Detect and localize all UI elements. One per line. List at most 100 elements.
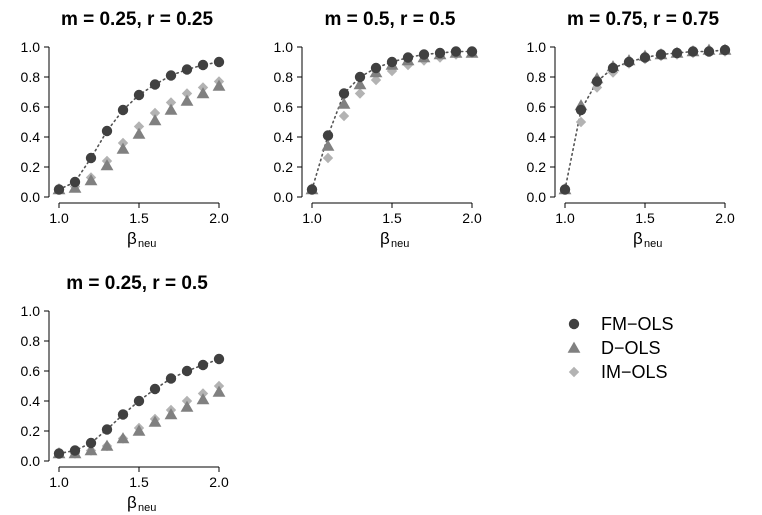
data-point-circle <box>671 47 683 59</box>
data-point-circle <box>338 88 350 99</box>
x-tick-label: 2.0 <box>209 210 229 226</box>
data-point-triangle <box>337 97 351 109</box>
x-tick-label: 1.5 <box>382 210 402 226</box>
data-point-circle <box>370 62 382 74</box>
data-point-circle <box>703 46 715 57</box>
data-point-circle <box>687 46 699 57</box>
panel-1: m = 0.25, r = 0.25 0.0 0.2 0.4 0.6 0.8 1.0 1.0 1… <box>21 9 229 250</box>
y-tick-label: 0.4 <box>21 393 41 409</box>
series-circle <box>53 56 225 195</box>
data-point-circle <box>213 56 225 68</box>
x-tick-label: 1.5 <box>635 210 655 226</box>
data-point-circle <box>181 365 193 377</box>
series-diamond <box>306 47 478 195</box>
y-tick-label: 0.2 <box>21 159 41 175</box>
x-axis-label-subscript: neu <box>138 238 156 250</box>
panel-3: m = 0.75, r = 0.75 0.0 0.2 0.4 0.6 0.8 1.0 1.0 1… <box>527 9 735 250</box>
data-point-circle <box>354 71 366 83</box>
panel-4: m = 0.25, r = 0.5 0.0 0.2 0.4 0.6 0.8 1.0 1.0 1.… <box>21 273 229 514</box>
data-point-circle <box>85 152 97 164</box>
legend-marker-circle <box>568 318 580 330</box>
data-point-circle <box>69 445 81 456</box>
data-point-circle <box>213 353 225 365</box>
data-point-circle <box>181 64 193 75</box>
legend-marker-diamond <box>568 366 580 378</box>
x-tick-label: 2.0 <box>462 210 482 226</box>
x-tick-label: 1.5 <box>129 474 149 490</box>
data-point-circle <box>402 52 414 63</box>
data-point-triangle <box>84 444 98 456</box>
data-point-circle <box>639 52 651 63</box>
data-point-circle <box>197 59 209 71</box>
legend-label: IM−OLS <box>601 362 668 382</box>
series-circle <box>53 353 225 459</box>
x-tick-label: 1.0 <box>555 210 575 226</box>
data-point-triangle <box>100 159 114 171</box>
x-tick-label: 1.0 <box>302 210 322 226</box>
data-point-triangle <box>180 400 194 412</box>
x-axis-label-subscript: neu <box>391 238 409 250</box>
data-point-triangle <box>116 142 130 154</box>
data-point-circle <box>575 104 587 116</box>
series-triangle <box>52 385 226 459</box>
data-point-circle <box>53 448 65 459</box>
legend: FM−OLS D−OLS IM−OLS <box>567 314 674 382</box>
legend-label: D−OLS <box>601 338 661 358</box>
y-tick-label: 0.0 <box>274 189 294 205</box>
legend-item: D−OLS <box>567 338 661 358</box>
data-point-circle <box>117 104 129 116</box>
data-point-triangle <box>100 439 114 451</box>
y-tick-label: 0.6 <box>274 99 294 115</box>
x-tick-label: 2.0 <box>209 474 229 490</box>
data-point-triangle <box>164 408 178 420</box>
y-tick-label: 0.0 <box>527 189 547 205</box>
data-point-triangle <box>196 393 210 405</box>
x-axis-label: β <box>380 229 390 248</box>
data-point-triangle <box>148 114 162 126</box>
data-point-diamond <box>338 110 350 122</box>
data-point-circle <box>434 47 446 59</box>
series-triangle <box>558 43 732 195</box>
data-point-circle <box>623 56 635 68</box>
panel-title: m = 0.5, r = 0.5 <box>325 9 456 30</box>
data-point-triangle <box>132 424 146 436</box>
series-circle <box>559 44 731 195</box>
data-point-circle <box>719 44 731 56</box>
data-point-circle <box>101 424 113 435</box>
data-point-diamond <box>575 116 587 128</box>
y-tick-label: 0.8 <box>274 69 294 85</box>
y-tick-label: 1.0 <box>21 303 41 319</box>
data-point-diamond <box>354 88 366 99</box>
y-tick-label: 0.2 <box>527 159 547 175</box>
x-axis-label-subscript: neu <box>138 502 156 514</box>
y-tick-label: 0.6 <box>21 99 41 115</box>
data-point-circle <box>117 409 129 420</box>
data-point-triangle <box>321 139 335 151</box>
y-tick-label: 0.8 <box>21 69 41 85</box>
data-point-diamond <box>133 121 145 132</box>
y-tick-label: 0.6 <box>21 363 41 379</box>
data-point-circle <box>101 125 113 137</box>
panel-title: m = 0.75, r = 0.75 <box>567 9 720 30</box>
data-point-circle <box>322 130 334 141</box>
y-tick-label: 0.8 <box>21 333 41 349</box>
data-point-diamond <box>322 152 334 164</box>
x-axis-label: β <box>633 229 643 248</box>
y-tick-label: 0.2 <box>274 159 294 175</box>
data-point-circle <box>306 184 318 195</box>
series-triangle <box>305 46 479 195</box>
data-point-triangle <box>212 385 226 397</box>
data-point-circle <box>197 359 209 371</box>
legend-marker-triangle <box>567 341 581 353</box>
panel-title: m = 0.25, r = 0.5 <box>66 273 208 294</box>
data-point-circle <box>607 62 619 74</box>
x-axis-label: β <box>127 229 137 248</box>
data-point-circle <box>466 46 478 57</box>
y-tick-label: 0.4 <box>527 129 547 145</box>
data-point-triangle <box>164 103 178 115</box>
data-point-circle <box>149 79 161 90</box>
y-tick-label: 0.0 <box>21 189 41 205</box>
data-point-triangle <box>132 127 146 139</box>
data-point-circle <box>591 76 603 87</box>
